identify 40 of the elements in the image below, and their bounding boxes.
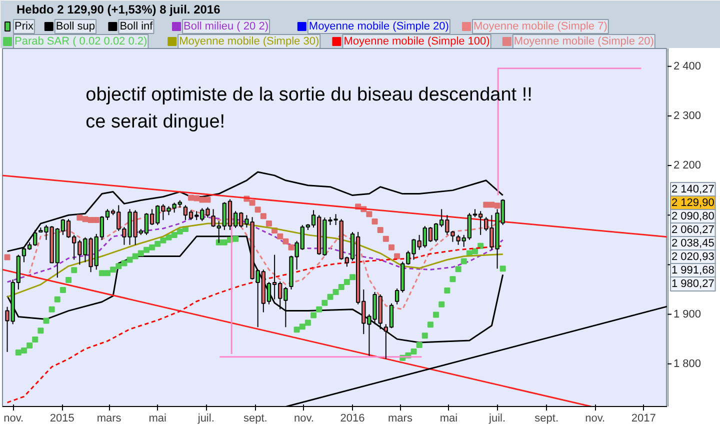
text: 1 980,27 [672,278,714,290]
legend-label: Moyenne mobile (Simple 20) [514,36,654,48]
text: 2 090,80 [672,210,714,222]
text: 1 991,68 [672,264,714,276]
legend-label: Boll inf [120,20,154,32]
annotation: objectif optimiste de la sortie du biseau descendant !! [86,84,532,106]
text: 2 140,27 [672,184,714,196]
x-tick-label: juil. [196,412,214,424]
x-tick-label: sept. [534,412,559,424]
text: 2 038,45 [672,238,714,250]
y-tick-label: 2 400 [674,60,702,72]
y-tick-label: 2 300 [674,110,702,122]
legend-label: Parab SAR ( 0.02 0.02 0.2) [14,36,148,48]
x-tick-label: nov. [585,412,606,424]
x-tick-label: sept. [244,412,268,424]
legend-label: Boll milieu ( 20 2) [184,20,268,32]
x-tick-label: 2016 [340,412,365,424]
legend-label: Moyenne mobile (Simple 100) [344,36,490,48]
y-tick-label: 1 800 [674,358,702,370]
x-tick-label: nov. [4,412,24,424]
text: 2 129,90 [672,197,714,209]
text: 2 020,93 [672,251,714,263]
x-tick-label: nov. [294,412,314,424]
legend-label: Boll sup [56,20,96,32]
chart-title: Hebdo 2 129,90 (+1,53%) 8 juil. 2016 [16,2,221,16]
legend-label: Moyenne mobile (Simple 20) [308,20,449,32]
text: 2 060,27 [672,224,714,236]
y-tick-label: 1 900 [674,308,702,320]
legend-label: Moyenne mobile (Simple 7) [474,20,608,32]
y-tick-label: 2 200 [674,160,702,172]
x-tick-label: 2017 [631,412,656,424]
legend-label: Moyenne mobile (Simple 30) [179,36,320,48]
x-tick-label: mai [440,412,458,424]
x-tick-label: mai [148,412,166,424]
annotation: ce serait dingue! [86,111,226,132]
x-tick-label: juil. [488,412,506,424]
x-tick-label: 2015 [50,412,74,424]
x-tick-label: mars [96,412,122,424]
x-tick-label: mars [388,412,413,424]
legend-label: Prix [14,20,34,32]
